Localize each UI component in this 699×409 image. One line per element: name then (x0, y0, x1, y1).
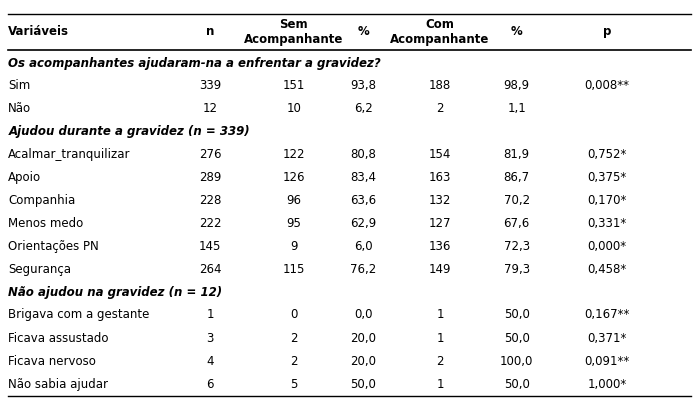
Text: Companhia: Companhia (8, 194, 75, 207)
Text: 0,375*: 0,375* (587, 171, 627, 184)
Text: 50,0: 50,0 (504, 308, 530, 321)
Text: Ficava nervoso: Ficava nervoso (8, 355, 96, 368)
Text: 4: 4 (206, 355, 214, 368)
Text: 100,0: 100,0 (500, 355, 533, 368)
Text: Segurança: Segurança (8, 263, 71, 276)
Text: 0,331*: 0,331* (587, 217, 627, 230)
Text: 276: 276 (199, 148, 222, 161)
Text: 154: 154 (428, 148, 451, 161)
Text: 151: 151 (282, 79, 305, 92)
Text: Apoio: Apoio (8, 171, 41, 184)
Text: %: % (358, 25, 369, 38)
Text: Não ajudou na gravidez (n = 12): Não ajudou na gravidez (n = 12) (8, 286, 222, 299)
Text: 98,9: 98,9 (503, 79, 530, 92)
Text: 96: 96 (287, 194, 301, 207)
Text: 12: 12 (203, 102, 218, 115)
Text: 127: 127 (428, 217, 452, 230)
Text: 10: 10 (287, 102, 301, 115)
Text: 76,2: 76,2 (350, 263, 377, 276)
Text: 2: 2 (290, 332, 298, 345)
Text: Não: Não (8, 102, 31, 115)
Text: 264: 264 (199, 263, 222, 276)
Text: 6,2: 6,2 (354, 102, 373, 115)
Text: 126: 126 (282, 171, 305, 184)
Text: 0,091**: 0,091** (584, 355, 630, 368)
Text: 93,8: 93,8 (350, 79, 377, 92)
Text: 132: 132 (428, 194, 451, 207)
Text: 6: 6 (206, 378, 214, 391)
Text: 1: 1 (206, 308, 214, 321)
Text: 62,9: 62,9 (350, 217, 377, 230)
Text: 289: 289 (199, 171, 222, 184)
Text: Variáveis: Variáveis (8, 25, 69, 38)
Text: Ajudou durante a gravidez (n = 339): Ajudou durante a gravidez (n = 339) (8, 125, 250, 138)
Text: Sem
Acompanhante: Sem Acompanhante (244, 18, 343, 46)
Text: 3: 3 (207, 332, 214, 345)
Text: 72,3: 72,3 (503, 240, 530, 253)
Text: 9: 9 (290, 240, 298, 253)
Text: 1: 1 (436, 378, 444, 391)
Text: 67,6: 67,6 (503, 217, 530, 230)
Text: 86,7: 86,7 (503, 171, 530, 184)
Text: n: n (206, 25, 215, 38)
Text: Com
Acompanhante: Com Acompanhante (390, 18, 490, 46)
Text: 50,0: 50,0 (350, 378, 376, 391)
Text: p: p (603, 25, 612, 38)
Text: 136: 136 (428, 240, 451, 253)
Text: 122: 122 (282, 148, 305, 161)
Text: 70,2: 70,2 (503, 194, 530, 207)
Text: 80,8: 80,8 (350, 148, 376, 161)
Text: 1,000*: 1,000* (587, 378, 627, 391)
Text: 222: 222 (199, 217, 222, 230)
Text: 0,170*: 0,170* (587, 194, 627, 207)
Text: 0,0: 0,0 (354, 308, 373, 321)
Text: 0: 0 (290, 308, 298, 321)
Text: 79,3: 79,3 (503, 263, 530, 276)
Text: 1: 1 (436, 332, 444, 345)
Text: 0,008**: 0,008** (584, 79, 630, 92)
Text: 95: 95 (287, 217, 301, 230)
Text: 145: 145 (199, 240, 222, 253)
Text: 0,000*: 0,000* (588, 240, 627, 253)
Text: 0,167**: 0,167** (584, 308, 630, 321)
Text: 115: 115 (282, 263, 305, 276)
Text: %: % (511, 25, 522, 38)
Text: 50,0: 50,0 (504, 332, 530, 345)
Text: 1,1: 1,1 (507, 102, 526, 115)
Text: 228: 228 (199, 194, 222, 207)
Text: 81,9: 81,9 (503, 148, 530, 161)
Text: 339: 339 (199, 79, 222, 92)
Text: 2: 2 (436, 355, 444, 368)
Text: 149: 149 (428, 263, 452, 276)
Text: 20,0: 20,0 (350, 332, 377, 345)
Text: 188: 188 (429, 79, 451, 92)
Text: 2: 2 (290, 355, 298, 368)
Text: 0,458*: 0,458* (587, 263, 627, 276)
Text: Sim: Sim (8, 79, 31, 92)
Text: Brigava com a gestante: Brigava com a gestante (8, 308, 150, 321)
Text: Ficava assustado: Ficava assustado (8, 332, 109, 345)
Text: Acalmar_tranquilizar: Acalmar_tranquilizar (8, 148, 131, 161)
Text: 2: 2 (436, 102, 444, 115)
Text: Não sabia ajudar: Não sabia ajudar (8, 378, 108, 391)
Text: 0,371*: 0,371* (587, 332, 627, 345)
Text: 6,0: 6,0 (354, 240, 373, 253)
Text: Menos medo: Menos medo (8, 217, 84, 230)
Text: Os acompanhantes ajudaram-na a enfrentar a gravidez?: Os acompanhantes ajudaram-na a enfrentar… (8, 57, 381, 70)
Text: 63,6: 63,6 (350, 194, 377, 207)
Text: Orientações PN: Orientações PN (8, 240, 99, 253)
Text: 83,4: 83,4 (350, 171, 377, 184)
Text: 50,0: 50,0 (504, 378, 530, 391)
Text: 0,752*: 0,752* (587, 148, 627, 161)
Text: 5: 5 (290, 378, 298, 391)
Text: 1: 1 (436, 308, 444, 321)
Text: 163: 163 (428, 171, 451, 184)
Text: 20,0: 20,0 (350, 355, 377, 368)
